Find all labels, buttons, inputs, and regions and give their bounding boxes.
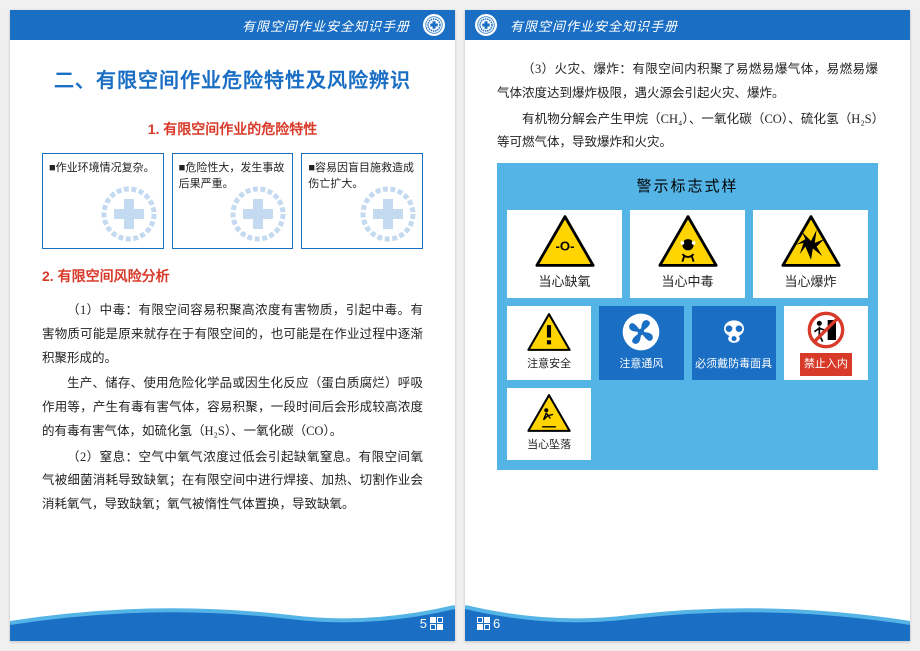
warning-sign-panel: 警示标志式样 -O- 当心缺氧 当心中毒 当心爆炸 xyxy=(497,163,878,470)
warning-sign-fall: 当心坠落 xyxy=(507,388,591,460)
sign-row: 注意安全 注意通风 必须戴防毒面具 禁止入内 xyxy=(507,306,868,380)
gear-cross-icon xyxy=(99,184,159,244)
hazard-card: ■作业环境情况复杂。 xyxy=(42,153,164,249)
hazard-card: ■危险性大，发生事故后果严重。 xyxy=(172,153,294,249)
wave-icon xyxy=(10,599,455,641)
booklet-title: 有限空间作业安全知识手册 xyxy=(242,16,410,35)
footer-right: 6 xyxy=(465,599,910,641)
paragraph: 生产、储存、使用危险化学品或因生化反应（蛋白质腐烂）呼吸作用等，产生有毒有害气体… xyxy=(42,372,423,443)
warning-sign-explosion: 当心爆炸 xyxy=(753,210,868,299)
prohibit-sign-noentry: 禁止入内 xyxy=(784,306,868,380)
paragraph: 有机物分解会产生甲烷（CH₄）、一氧化碳（CO）、硫化氢（H₂S）等可燃气体，导… xyxy=(497,108,878,156)
hazard-cards: ■作业环境情况复杂。 ■危险性大，发生事故后果严重。 ■容易因盲目施救造成伤亡扩… xyxy=(42,153,423,249)
sign-row: -O- 当心缺氧 当心中毒 当心爆炸 xyxy=(507,210,868,299)
paragraph: （3）火灾、爆炸：有限空间内积聚了易燃易爆气体，易燃易爆气体浓度达到爆炸极限，遇… xyxy=(497,58,878,106)
warning-sign-poison: 当心中毒 xyxy=(630,210,745,299)
sign-panel-title: 警示标志式样 xyxy=(507,173,868,202)
section2-title: 2. 有限空间风险分析 xyxy=(42,263,423,290)
page-number: 6 xyxy=(477,616,500,631)
right-content: （3）火灾、爆炸：有限空间内积聚了易燃易爆气体，易燃易爆气体浓度达到爆炸极限，遇… xyxy=(465,40,910,599)
sign-row: 当心坠落 xyxy=(507,388,868,460)
hazard-card: ■容易因盲目施救造成伤亡扩大。 xyxy=(301,153,423,249)
page-squares-icon xyxy=(477,617,490,630)
warning-sign-oxygen: -O- 当心缺氧 xyxy=(507,210,622,299)
command-sign-mask: 必须戴防毒面具 xyxy=(692,306,776,380)
left-content: 二、有限空间作业危险特性及风险辨识 1. 有限空间作业的危险特性 ■作业环境情况… xyxy=(10,40,455,599)
page-left: 有限空间作业安全知识手册 二、有限空间作业危险特性及风险辨识 1. 有限空间作业… xyxy=(10,10,455,641)
paragraph: （2）窒息：空气中氧气浓度过低会引起缺氧窒息。有限空间氧气被细菌消耗导致缺氧；在… xyxy=(42,446,423,517)
gear-cross-icon xyxy=(228,184,288,244)
section1-title: 1. 有限空间作业的危险特性 xyxy=(42,116,423,143)
booklet-title: 有限空间作业安全知识手册 xyxy=(510,16,678,35)
page-right: 有限空间作业安全知识手册 （3）火灾、爆炸：有限空间内积聚了易燃易爆气体，易燃易… xyxy=(465,10,910,641)
warning-sign-caution: 注意安全 xyxy=(507,306,591,380)
header-bar-right: 有限空间作业安全知识手册 xyxy=(465,10,910,40)
page-number: 5 xyxy=(420,616,443,631)
page-squares-icon xyxy=(430,617,443,630)
gear-cross-icon xyxy=(358,184,418,244)
paragraph: （1）中毒：有限空间容易积聚高浓度有害物质，引起中毒。有害物质可能是原来就存在于… xyxy=(42,299,423,370)
svg-text:-O-: -O- xyxy=(555,238,574,253)
header-bar-left: 有限空间作业安全知识手册 xyxy=(10,10,455,40)
logo-icon xyxy=(421,12,447,38)
logo-icon xyxy=(473,12,499,38)
wave-icon xyxy=(465,599,910,641)
command-sign-ventilate: 注意通风 xyxy=(599,306,683,380)
footer-left: 5 xyxy=(10,599,455,641)
main-title: 二、有限空间作业危险特性及风险辨识 xyxy=(42,62,423,100)
